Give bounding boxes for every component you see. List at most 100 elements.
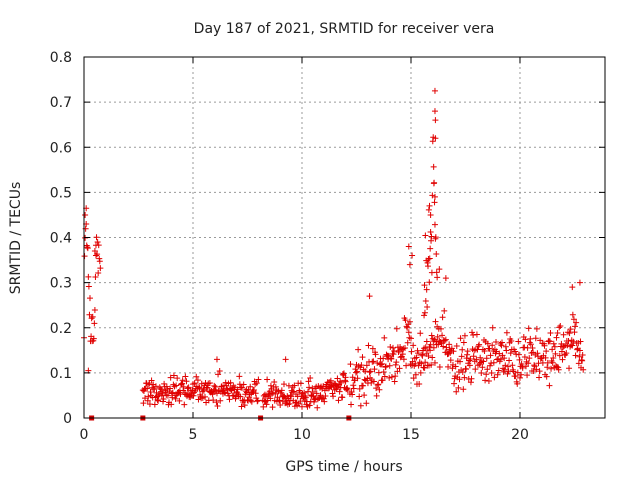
data-point	[251, 387, 258, 394]
data-point	[443, 344, 450, 351]
data-point	[386, 362, 393, 369]
data-point	[305, 378, 312, 385]
data-point	[381, 373, 388, 380]
data-point	[386, 374, 393, 381]
data-point	[431, 108, 438, 115]
data-point	[365, 342, 372, 349]
data-point	[181, 401, 188, 408]
data-point	[267, 395, 274, 402]
data-point	[495, 367, 502, 374]
data-point	[162, 389, 169, 396]
data-point	[272, 390, 279, 397]
data-point	[573, 319, 580, 326]
y-tick-label: 0.4	[50, 231, 72, 247]
data-point	[237, 393, 244, 400]
data-point	[529, 344, 536, 351]
data-point	[144, 385, 151, 392]
data-point	[473, 331, 480, 338]
data-point	[185, 384, 192, 391]
data-point	[409, 252, 416, 259]
data-point	[349, 391, 356, 398]
chart-title: Day 187 of 2021, SRMTID for receiver ver…	[194, 21, 495, 37]
data-point	[436, 364, 443, 371]
data-point	[152, 383, 159, 390]
data-point	[569, 342, 576, 349]
data-point	[559, 356, 566, 363]
data-point	[556, 352, 563, 359]
data-point	[381, 334, 388, 341]
data-point	[387, 344, 394, 351]
data-point	[367, 368, 374, 375]
data-point	[543, 348, 550, 355]
data-point	[336, 388, 343, 395]
data-point	[272, 383, 279, 390]
data-point	[416, 381, 423, 388]
data-point	[200, 387, 207, 394]
data-point	[576, 279, 583, 286]
data-point	[209, 391, 216, 398]
data-point	[522, 336, 529, 343]
data-point	[474, 346, 481, 353]
data-point	[307, 374, 314, 381]
data-point	[393, 359, 400, 366]
y-tick-label: 0.1	[50, 366, 72, 382]
data-point	[397, 354, 404, 361]
data-point	[451, 380, 458, 387]
data-point	[334, 375, 341, 382]
data-point	[380, 369, 387, 376]
data-point	[515, 338, 522, 345]
data-point	[173, 382, 180, 389]
data-point	[206, 379, 213, 386]
data-point	[421, 309, 428, 316]
data-point	[464, 351, 471, 358]
data-point	[521, 353, 528, 360]
data-point	[527, 335, 534, 342]
data-point	[509, 362, 516, 369]
data-point	[574, 346, 581, 353]
data-point	[507, 350, 514, 357]
data-point	[176, 397, 183, 404]
data-point	[380, 355, 387, 362]
data-point	[432, 135, 439, 142]
data-point	[510, 368, 517, 375]
data-point	[84, 245, 91, 252]
data-point	[479, 364, 486, 371]
data-point	[449, 365, 456, 372]
data-point	[271, 379, 278, 386]
data-point	[84, 244, 91, 251]
data-point	[570, 338, 577, 345]
data-point	[569, 284, 576, 291]
data-point	[488, 369, 495, 376]
data-point	[172, 395, 179, 402]
data-point	[501, 355, 508, 362]
data-point	[438, 340, 445, 347]
data-point	[164, 392, 171, 399]
data-point	[392, 373, 399, 380]
data-points	[81, 87, 587, 411]
data-point	[577, 338, 584, 345]
data-point	[425, 255, 432, 262]
data-point	[549, 359, 556, 366]
data-point	[551, 343, 558, 350]
data-point	[140, 400, 147, 407]
data-point	[481, 347, 488, 354]
data-point	[359, 354, 366, 361]
data-point	[457, 335, 464, 342]
data-point	[160, 395, 167, 402]
data-point	[426, 202, 433, 209]
data-point	[419, 352, 426, 359]
data-point	[339, 394, 346, 401]
data-point	[329, 390, 336, 397]
data-point	[549, 346, 556, 353]
data-point	[543, 373, 550, 380]
data-point	[427, 341, 434, 348]
data-point	[85, 273, 92, 280]
data-point	[213, 399, 220, 406]
data-point	[432, 117, 439, 124]
data-point	[525, 360, 532, 367]
data-point	[442, 275, 449, 282]
data-point	[95, 270, 102, 277]
data-point	[451, 375, 458, 382]
data-point	[234, 386, 241, 393]
data-point	[567, 326, 574, 333]
